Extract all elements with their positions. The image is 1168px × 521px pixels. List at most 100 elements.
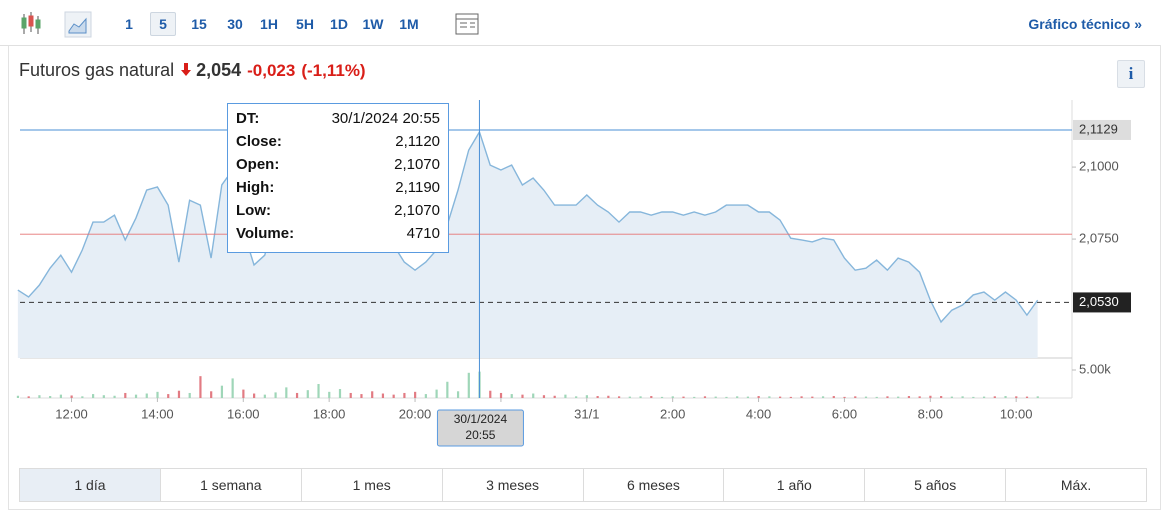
- tooltip-label: Open:: [236, 156, 280, 173]
- volume-bar: [886, 396, 889, 398]
- volume-bar: [231, 378, 234, 398]
- change-pct: (-1,11%): [301, 61, 366, 80]
- interval-button[interactable]: 1H: [260, 16, 278, 32]
- volume-bar: [918, 396, 921, 398]
- volume-bar: [27, 396, 30, 398]
- volume-bar: [210, 391, 213, 398]
- volume-bar: [811, 396, 814, 398]
- interval-button[interactable]: 5: [150, 12, 176, 36]
- tooltip: DT: 30/1/2024 20:55 Close: 2,1120 Open: 2,107…: [227, 103, 449, 253]
- area-fill: [17, 131, 1038, 358]
- period-tab[interactable]: 1 mes: [300, 469, 442, 501]
- tooltip-value: 2,1070: [394, 156, 440, 173]
- chart-frame: [8, 45, 1161, 510]
- volume-bar: [253, 393, 256, 398]
- x-tick-label: 18:00: [313, 406, 346, 421]
- volume-bar: [553, 395, 556, 398]
- crosshair-x-box: [436, 409, 524, 447]
- volume-bar: [714, 396, 717, 398]
- volume-bar: [91, 394, 95, 398]
- volume-bar: [81, 396, 84, 398]
- volume-bar: [59, 394, 62, 398]
- table-icon-wrap: [455, 13, 479, 35]
- volume-bar: [102, 395, 105, 398]
- volume-bar: [16, 395, 20, 398]
- tooltip-label: Close:: [236, 133, 282, 150]
- volume-bar: [274, 392, 277, 398]
- volume-bar: [757, 396, 760, 398]
- volume-bar: [1025, 396, 1029, 398]
- price: 2,054: [196, 60, 242, 80]
- area-icon[interactable]: [64, 11, 92, 38]
- volume-bar: [628, 396, 631, 398]
- interval-button[interactable]: 15: [191, 16, 207, 32]
- tooltip-value: 2,1120: [395, 133, 440, 150]
- volume-bar: [929, 395, 932, 398]
- period-tab[interactable]: 5 años: [864, 469, 1005, 501]
- volume-bar: [263, 394, 266, 398]
- volume-bar: [338, 389, 342, 398]
- interval-button[interactable]: 1D: [330, 16, 348, 32]
- table-icon[interactable]: [455, 13, 479, 35]
- period-tab[interactable]: 1 semana: [159, 469, 301, 501]
- crosshair-y-label: 2,1129: [1079, 121, 1118, 136]
- info-button[interactable]: i: [1117, 60, 1145, 88]
- technical-chart-link[interactable]: Gráfico técnico »: [1028, 16, 1142, 32]
- x-tick-label: 6:00: [832, 406, 857, 421]
- tooltip-label: DT:: [236, 110, 260, 127]
- volume-bar: [156, 391, 159, 398]
- volume-bar: [1015, 396, 1018, 398]
- volume-bar: [306, 390, 309, 398]
- tooltip-value: 2,1070: [394, 202, 440, 219]
- volume-bar: [371, 391, 374, 398]
- volume-bar: [424, 394, 427, 398]
- volume-bar: [800, 396, 803, 398]
- volume-bar: [972, 396, 975, 398]
- volume-bar: [660, 396, 664, 398]
- volume-bar: [317, 384, 320, 398]
- volume-bar: [134, 394, 138, 398]
- volume-bar: [167, 394, 170, 398]
- tooltip-value: 2,1190: [395, 179, 440, 196]
- volume-bar: [532, 393, 535, 398]
- period-tab[interactable]: 6 meses: [582, 469, 724, 501]
- last-price-box: [1073, 292, 1131, 313]
- instrument-name: Futuros gas natural: [19, 60, 175, 80]
- interval-button[interactable]: 30: [227, 16, 243, 32]
- period-tab[interactable]: 3 meses: [441, 469, 583, 501]
- volume-bar: [403, 392, 406, 398]
- volume-bar: [854, 396, 857, 398]
- last-price-label: 2,0530: [1079, 294, 1119, 309]
- volume-bar: [671, 396, 674, 398]
- candle-icon[interactable]: [21, 12, 41, 34]
- interval-button[interactable]: 1M: [399, 16, 419, 32]
- volume-bar: [693, 396, 696, 398]
- interval-button[interactable]: 1: [125, 16, 133, 32]
- period-tab[interactable]: 1 año: [723, 469, 864, 501]
- volume-bar: [542, 395, 546, 398]
- x-tick-label: 12:00: [55, 406, 88, 421]
- period-tab[interactable]: Máx.: [1005, 469, 1146, 501]
- toolbar: 1 5 15 30 1H 5H 1D 1W 1M Gráfico técnico »: [0, 0, 1160, 46]
- chart: 2,1000 2,0750 5.00k 12:00 14:00 16:00 18:00 20:…: [16, 100, 1131, 447]
- tooltip-row: Open: 2,1070: [236, 156, 440, 179]
- volume-bar: [703, 396, 707, 398]
- tooltip-value: 30/1/2024 20:55: [331, 110, 440, 127]
- down-arrow: [181, 63, 192, 76]
- volume-bar: [70, 395, 73, 398]
- x-tick-label: 4:00: [746, 406, 771, 421]
- quote-header: Futuros gas natural 2,054 -0,023 (-1,11%): [19, 60, 372, 81]
- volume-bar: [993, 396, 996, 398]
- period-tab[interactable]: 1 día: [20, 469, 160, 501]
- x-tick-label: 10:00: [1000, 406, 1033, 421]
- volume-bar: [650, 396, 653, 398]
- volume-tick-label: 5.00k: [1079, 361, 1111, 376]
- volume-bar: [456, 391, 460, 398]
- interval-button[interactable]: 5H: [296, 16, 314, 32]
- volume-bar: [124, 392, 127, 398]
- tooltip-row: Volume: 4710: [236, 225, 440, 248]
- crosshair-time: 20:55: [465, 428, 495, 442]
- tooltip-row: High: 2,1190: [236, 179, 440, 202]
- interval-button[interactable]: 1W: [362, 16, 384, 32]
